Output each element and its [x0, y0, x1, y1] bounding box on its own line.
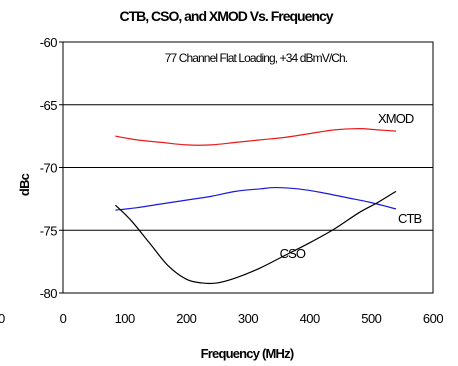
x-tick-label: 400 — [300, 311, 320, 326]
series-line-cso — [115, 190, 397, 285]
series-line-ctb — [115, 186, 397, 211]
series-line-xmod — [115, 127, 397, 146]
x-tick-label: 200 — [176, 311, 196, 326]
clipped-tick-label: 0 — [0, 311, 5, 326]
series-labels: XMOD CTB CSO — [280, 111, 423, 261]
series-label-xmod: XMOD — [378, 111, 414, 126]
y-tick-label: -65 — [40, 98, 58, 113]
series-label-ctb: CTB — [398, 211, 422, 226]
gridlines — [59, 41, 433, 294]
y-tick-labels: -60 -65 -70 -75 -80 — [40, 35, 58, 301]
y-axis-title: dBc — [17, 173, 32, 196]
y-tick-label: -75 — [40, 223, 58, 238]
x-tick-label: 100 — [115, 311, 135, 326]
series-lines — [115, 127, 397, 285]
x-tick-label: 500 — [361, 311, 381, 326]
series-label-cso: CSO — [280, 246, 306, 261]
chart-annotation: 77 Channel Flat Loading, +34 dBmV/Ch. — [165, 51, 348, 65]
x-tick-label: 0 — [60, 311, 67, 326]
y-tick-label: -70 — [40, 161, 58, 176]
y-tick-label: -60 — [40, 35, 58, 50]
x-tick-labels: 0 100 200 300 400 500 600 — [60, 311, 444, 326]
x-tick-label: 600 — [423, 311, 443, 326]
y-tick-label: -80 — [40, 286, 58, 301]
chart-title: CTB, CSO, and XMOD Vs. Frequency — [119, 8, 333, 24]
x-axis-title: Frequency (MHz) — [201, 346, 294, 361]
x-tick-label: 300 — [238, 311, 258, 326]
